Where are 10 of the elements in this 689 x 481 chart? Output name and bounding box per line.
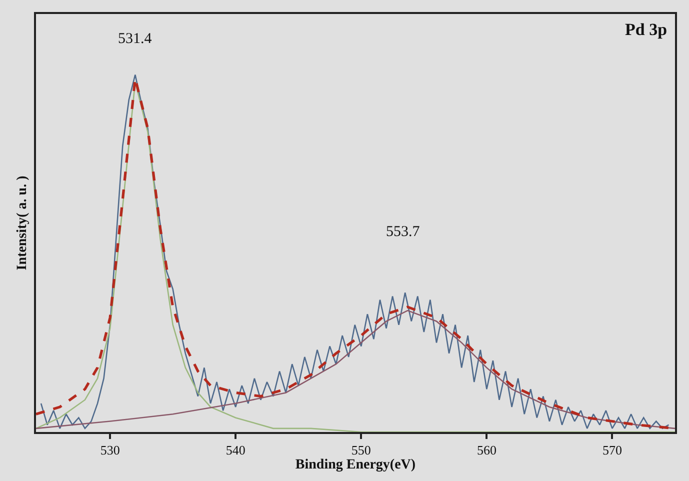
x-tick-label: 570	[602, 442, 622, 458]
annotation: 553.7	[386, 224, 420, 240]
text: Pd 3p	[625, 20, 668, 39]
x-tick-label: 540	[226, 442, 246, 458]
x-axis-title: Binding Energy(eV)	[295, 458, 416, 473]
y-axis-title: Intensity( a. u. )	[15, 175, 30, 270]
x-tick-label: 560	[476, 442, 496, 458]
x-tick-label: 550	[351, 442, 371, 458]
text: 531.4	[118, 31, 152, 47]
x-tick-label: 530	[100, 442, 120, 458]
